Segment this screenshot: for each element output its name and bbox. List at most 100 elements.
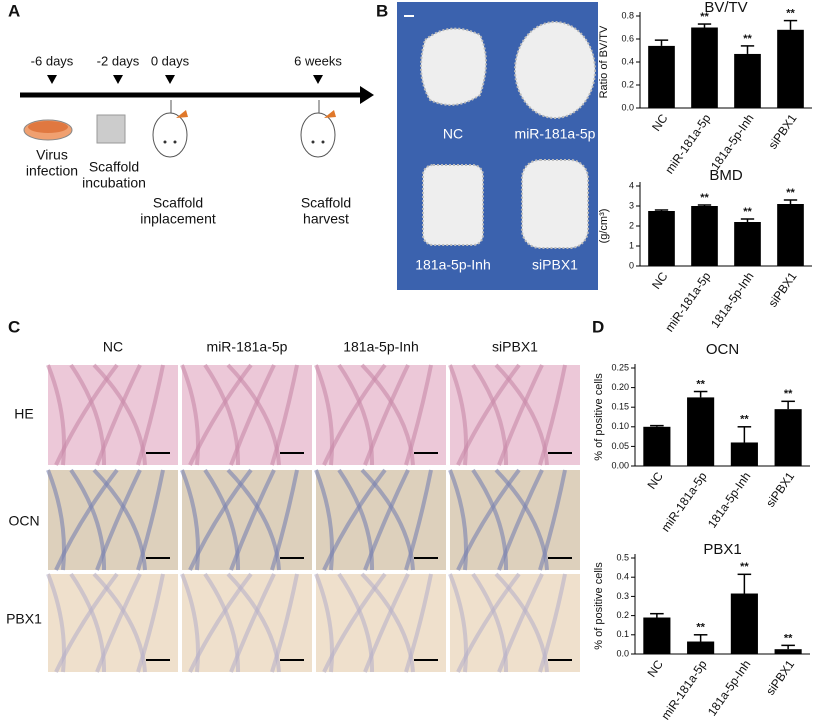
x-tick-label: siPBX1 bbox=[763, 657, 797, 698]
scaffold-label: miR-181a-5p bbox=[515, 126, 596, 142]
tissue-strand bbox=[54, 572, 119, 673]
histology-image bbox=[182, 574, 312, 672]
tissue-strand bbox=[494, 468, 549, 571]
tissue-strand bbox=[92, 363, 147, 466]
scaffold-label: siPBX1 bbox=[532, 257, 578, 273]
significance: ** bbox=[700, 11, 709, 23]
chart-title: BV/TV bbox=[704, 0, 747, 16]
bar bbox=[687, 641, 715, 654]
y-tick-label: 0.5 bbox=[616, 552, 629, 562]
tissue-strand bbox=[456, 572, 521, 673]
scaffold-render bbox=[420, 27, 487, 106]
step-label: inplacement bbox=[140, 211, 216, 227]
scaffold-render bbox=[422, 164, 484, 246]
tissue-strand bbox=[226, 468, 281, 571]
tissue-strand bbox=[54, 363, 119, 466]
bar bbox=[777, 204, 804, 266]
step-label: Scaffold bbox=[89, 159, 139, 175]
bar bbox=[734, 53, 761, 108]
dish-icon bbox=[28, 121, 68, 133]
panel-label: A bbox=[8, 1, 20, 20]
panel-label: D bbox=[592, 317, 604, 336]
time-label: 0 days bbox=[151, 53, 190, 68]
tissue-strand bbox=[448, 573, 468, 673]
tissue-strand bbox=[188, 363, 253, 466]
tissue-strand bbox=[314, 573, 334, 673]
tissue-strand bbox=[363, 573, 410, 673]
marker bbox=[113, 75, 123, 84]
significance: ** bbox=[700, 192, 709, 204]
column-label: NC bbox=[103, 339, 123, 355]
column-label: siPBX1 bbox=[492, 339, 538, 355]
bar bbox=[643, 426, 671, 466]
x-tick-label: miR-181a-5p bbox=[662, 111, 713, 176]
histology-image bbox=[450, 574, 580, 672]
scaffold-icon bbox=[96, 114, 126, 144]
tissue-strand bbox=[69, 572, 107, 673]
bar bbox=[774, 649, 802, 654]
significance: ** bbox=[786, 8, 795, 20]
tissue-strand bbox=[270, 573, 299, 673]
x-tick-label: 181a-5p-Inh bbox=[705, 658, 754, 719]
tissue-strand bbox=[360, 572, 415, 673]
x-tick-label: NC bbox=[649, 269, 671, 292]
mouse-icon bbox=[152, 100, 188, 158]
bar bbox=[734, 222, 761, 266]
x-tick-label: miR-181a-5p bbox=[662, 269, 713, 334]
x-tick-label: siPBX1 bbox=[763, 469, 797, 510]
y-tick-label: 0 bbox=[629, 260, 634, 270]
tissue-strand bbox=[456, 363, 521, 466]
x-tick-label: 181a-5p-Inh bbox=[708, 270, 757, 331]
significance: ** bbox=[740, 414, 749, 426]
y-tick-label: 0.4 bbox=[621, 56, 634, 66]
row-label: OCN bbox=[8, 513, 39, 529]
tissue-strand bbox=[314, 469, 334, 571]
histology-image bbox=[316, 470, 446, 570]
y-tick-label: 1 bbox=[629, 240, 634, 250]
chart-title: PBX1 bbox=[703, 541, 741, 558]
tissue-strand bbox=[203, 572, 241, 673]
x-tick-label: siPBX1 bbox=[766, 269, 800, 310]
bar bbox=[687, 397, 715, 466]
tissue-strand bbox=[404, 364, 433, 466]
tissue-strand bbox=[229, 573, 276, 673]
tissue-strand bbox=[404, 469, 433, 571]
tissue-strand bbox=[538, 573, 567, 673]
step-label: Scaffold bbox=[153, 195, 203, 211]
tissue-strand bbox=[136, 364, 165, 466]
tissue-strand bbox=[270, 469, 299, 571]
y-tick-label: 0.10 bbox=[611, 421, 629, 431]
y-tick-label: 0.1 bbox=[616, 629, 629, 639]
tissue-strand bbox=[337, 468, 375, 571]
histology-image bbox=[316, 574, 446, 672]
tissue-strand bbox=[270, 364, 299, 466]
y-axis-label: Ratio of BV/TV bbox=[598, 25, 610, 98]
tissue-strand bbox=[136, 573, 165, 673]
y-tick-label: 0.0 bbox=[621, 102, 634, 112]
x-tick-label: NC bbox=[649, 111, 671, 134]
bar bbox=[643, 617, 671, 654]
step-label: incubation bbox=[82, 175, 146, 191]
tissue-strand bbox=[337, 572, 375, 673]
y-tick-label: 0.4 bbox=[616, 572, 629, 582]
panel-label: C bbox=[8, 317, 20, 336]
tissue-strand bbox=[46, 364, 66, 466]
x-tick-label: 181a-5p-Inh bbox=[708, 112, 757, 173]
y-tick-label: 0.8 bbox=[621, 10, 634, 20]
tissue-strand bbox=[497, 573, 544, 673]
marker bbox=[165, 75, 175, 84]
tissue-strand bbox=[46, 469, 66, 571]
row-label: HE bbox=[14, 406, 33, 422]
tissue-strand bbox=[538, 469, 567, 571]
tissue-strand bbox=[363, 469, 410, 571]
tissue-strand bbox=[497, 364, 544, 466]
tissue-strand bbox=[471, 468, 509, 571]
bar bbox=[648, 45, 675, 108]
bar bbox=[730, 593, 758, 654]
histology-grid bbox=[46, 363, 580, 673]
marker bbox=[313, 75, 323, 84]
marker bbox=[47, 75, 57, 84]
tissue-strand bbox=[180, 364, 200, 466]
x-tick-label: NC bbox=[645, 657, 667, 680]
